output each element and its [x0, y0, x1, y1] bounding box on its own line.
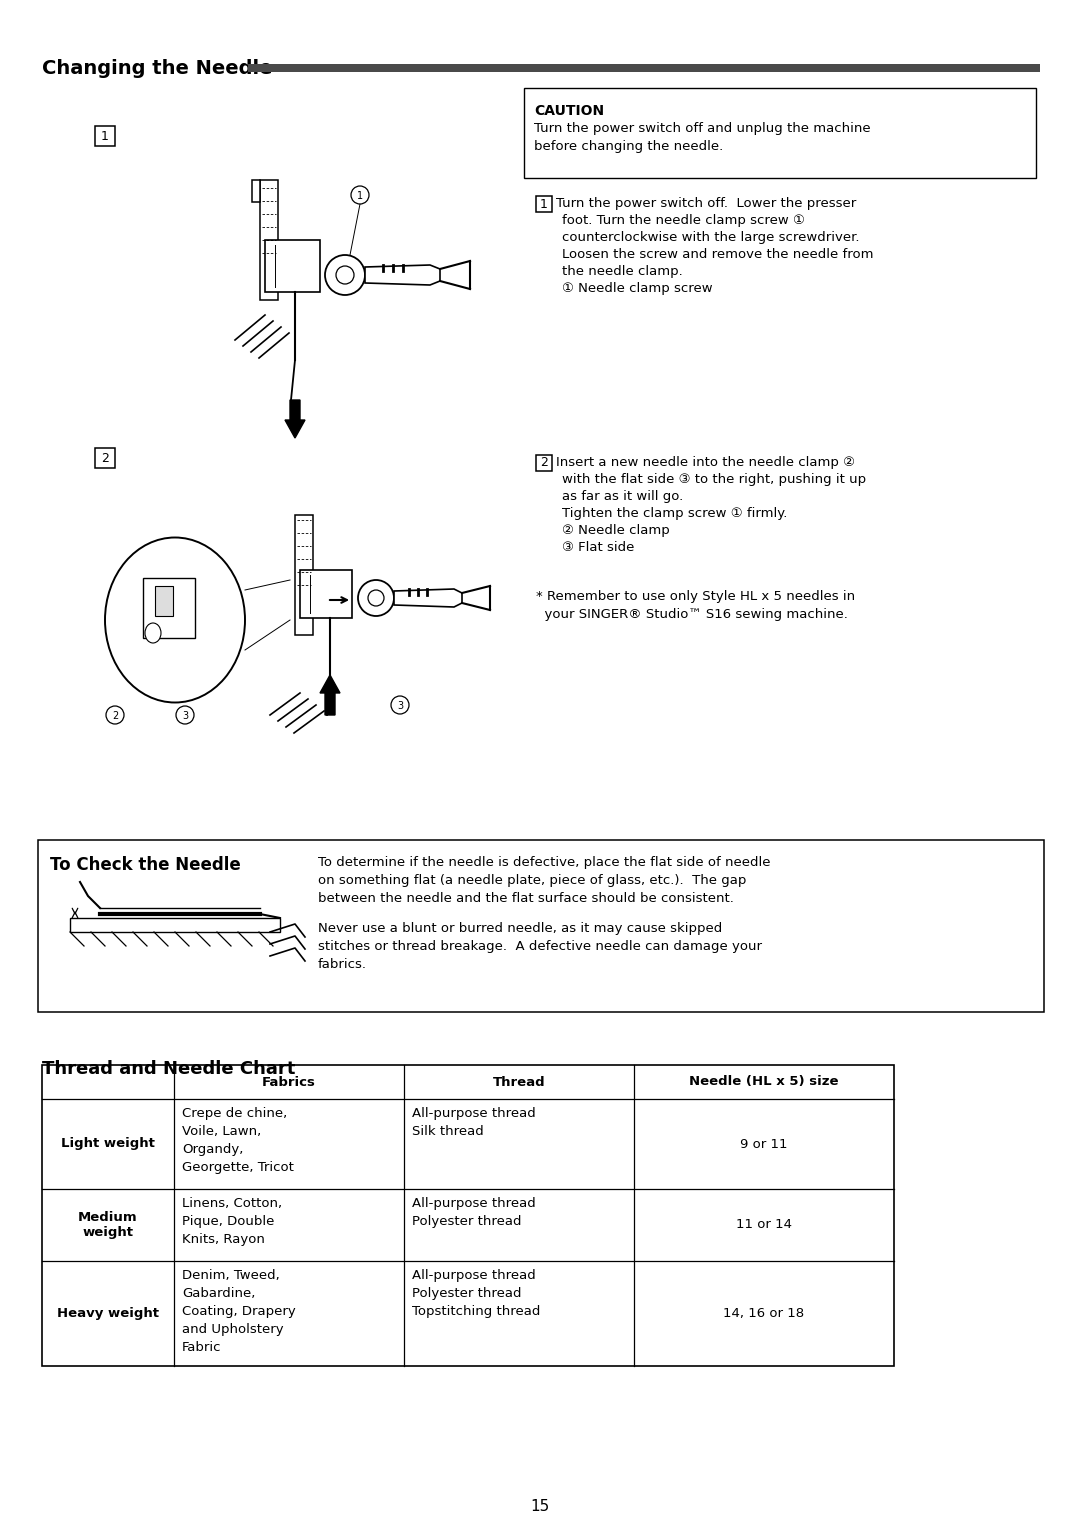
Text: Changing the Needle: Changing the Needle [42, 58, 272, 78]
Text: Thread: Thread [492, 1075, 545, 1089]
Text: 9 or 11: 9 or 11 [740, 1138, 787, 1150]
Bar [524, 89, 1036, 179]
Text: All-purpose thread
Polyester thread
Topstitching thread: All-purpose thread Polyester thread Tops… [411, 1269, 540, 1318]
Text: Loosen the screw and remove the needle from: Loosen the screw and remove the needle f… [562, 247, 874, 261]
Text: Fabrics: Fabrics [262, 1075, 316, 1089]
Bar [156, 586, 173, 615]
Bar [536, 455, 552, 470]
Circle shape [106, 705, 124, 724]
Text: Heavy weight: Heavy weight [57, 1307, 159, 1319]
Text: 1: 1 [102, 130, 109, 142]
Text: Never use a blunt or burred needle, as it may cause skipped
stitches or thread b: Never use a blunt or burred needle, as i… [318, 922, 762, 971]
FancyArrow shape [285, 400, 305, 438]
Circle shape [357, 580, 394, 615]
Circle shape [336, 266, 354, 284]
Text: Light weight: Light weight [62, 1138, 154, 1150]
Bar [248, 64, 1040, 72]
Bar [260, 180, 278, 299]
Ellipse shape [105, 538, 245, 702]
Text: Linens, Cotton,
Pique, Double
Knits, Rayon: Linens, Cotton, Pique, Double Knits, Ray… [183, 1197, 282, 1246]
Text: 2: 2 [112, 712, 118, 721]
Ellipse shape [145, 623, 161, 643]
Text: 11 or 14: 11 or 14 [735, 1219, 792, 1231]
Bar [295, 515, 313, 635]
Bar [252, 180, 260, 202]
Bar [95, 447, 114, 467]
Bar [536, 195, 552, 212]
Circle shape [176, 705, 194, 724]
Text: foot. Turn the needle clamp screw ①: foot. Turn the needle clamp screw ① [562, 214, 805, 228]
Text: ② Needle clamp: ② Needle clamp [562, 524, 670, 538]
Polygon shape [365, 266, 440, 286]
Bar [38, 840, 1044, 1012]
Text: counterclockwise with the large screwdriver.: counterclockwise with the large screwdri… [562, 231, 860, 244]
Text: 15: 15 [530, 1500, 550, 1513]
Text: with the flat side ③ to the right, pushing it up: with the flat side ③ to the right, pushi… [562, 473, 866, 486]
Bar [143, 579, 195, 638]
Circle shape [368, 589, 384, 606]
Bar [265, 240, 320, 292]
Bar [42, 1064, 894, 1367]
Text: * Remember to use only Style HL x 5 needles in
  your SINGER® Studio™ S16 sewing: * Remember to use only Style HL x 5 need… [536, 589, 855, 621]
Text: CAUTION: CAUTION [534, 104, 604, 118]
Text: before changing the needle.: before changing the needle. [534, 140, 724, 153]
Text: Medium
weight: Medium weight [78, 1211, 138, 1238]
Text: 3: 3 [397, 701, 403, 712]
Polygon shape [394, 589, 462, 608]
Text: Tighten the clamp screw ① firmly.: Tighten the clamp screw ① firmly. [562, 507, 787, 521]
Bar [300, 570, 352, 618]
Text: 2: 2 [102, 452, 109, 464]
Text: To Check the Needle: To Check the Needle [50, 857, 241, 873]
Text: All-purpose thread
Polyester thread: All-purpose thread Polyester thread [411, 1197, 536, 1228]
Text: Thread and Needle Chart: Thread and Needle Chart [42, 1060, 295, 1078]
Text: the needle clamp.: the needle clamp. [562, 266, 683, 278]
Text: Turn the power switch off.  Lower the presser: Turn the power switch off. Lower the pre… [556, 197, 856, 211]
Text: 3: 3 [181, 712, 188, 721]
Text: as far as it will go.: as far as it will go. [562, 490, 684, 502]
Bar [95, 127, 114, 147]
Text: All-purpose thread
Silk thread: All-purpose thread Silk thread [411, 1107, 536, 1138]
Text: 1: 1 [356, 191, 363, 202]
Text: Crepe de chine,
Voile, Lawn,
Organdy,
Georgette, Tricot: Crepe de chine, Voile, Lawn, Organdy, Ge… [183, 1107, 294, 1174]
Text: ① Needle clamp screw: ① Needle clamp screw [562, 282, 713, 295]
Text: Needle (HL x 5) size: Needle (HL x 5) size [689, 1075, 839, 1089]
Circle shape [351, 186, 369, 205]
Circle shape [391, 696, 409, 715]
Text: ③ Flat side: ③ Flat side [562, 541, 634, 554]
Text: Denim, Tweed,
Gabardine,
Coating, Drapery
and Upholstery
Fabric: Denim, Tweed, Gabardine, Coating, Draper… [183, 1269, 296, 1354]
Text: Insert a new needle into the needle clamp ②: Insert a new needle into the needle clam… [556, 457, 855, 469]
Text: 1: 1 [540, 197, 548, 211]
Bar [70, 918, 280, 931]
Text: Turn the power switch off and unplug the machine: Turn the power switch off and unplug the… [534, 122, 870, 134]
Text: 14, 16 or 18: 14, 16 or 18 [724, 1307, 805, 1319]
FancyArrow shape [320, 675, 340, 715]
Circle shape [325, 255, 365, 295]
Text: To determine if the needle is defective, place the flat side of needle
on someth: To determine if the needle is defective,… [318, 857, 770, 906]
Text: 2: 2 [540, 457, 548, 469]
